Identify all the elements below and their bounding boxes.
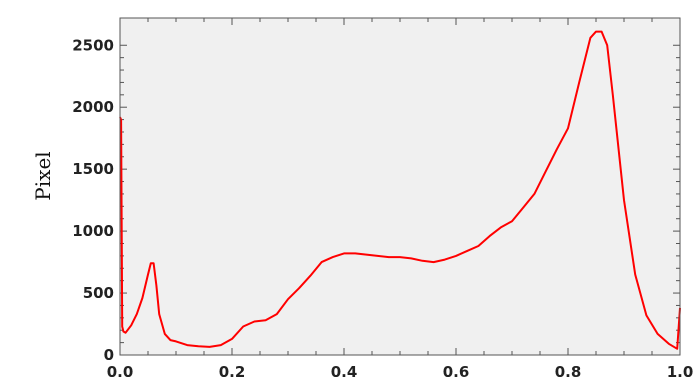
x-tick-label: 0.0	[107, 363, 134, 381]
series-line	[119, 30, 681, 350]
x-tick-label: 1.0	[667, 363, 694, 381]
series-layer	[119, 30, 681, 350]
y-tick-label: 2000	[72, 98, 114, 116]
y-tick-label: 2500	[72, 36, 114, 54]
ticklabels-layer: 0.0 0.2 0.4 0.6 0.8 1.0 0 500 1000 1500 2000 2500	[72, 36, 693, 381]
y-tick-label: 1000	[72, 222, 114, 240]
y-tick-label: 500	[83, 284, 114, 302]
plot-frame	[119, 17, 681, 356]
y-tick-label: 1500	[72, 160, 114, 178]
y-tick-label: 0	[104, 346, 114, 364]
y-axis-label: Pixel	[31, 151, 55, 200]
x-tick-label: 0.6	[443, 363, 470, 381]
plot-background	[120, 18, 680, 355]
x-tick-label: 0.2	[219, 363, 246, 381]
x-tick-label: 0.8	[555, 363, 582, 381]
x-tick-label: 0.4	[331, 363, 358, 381]
